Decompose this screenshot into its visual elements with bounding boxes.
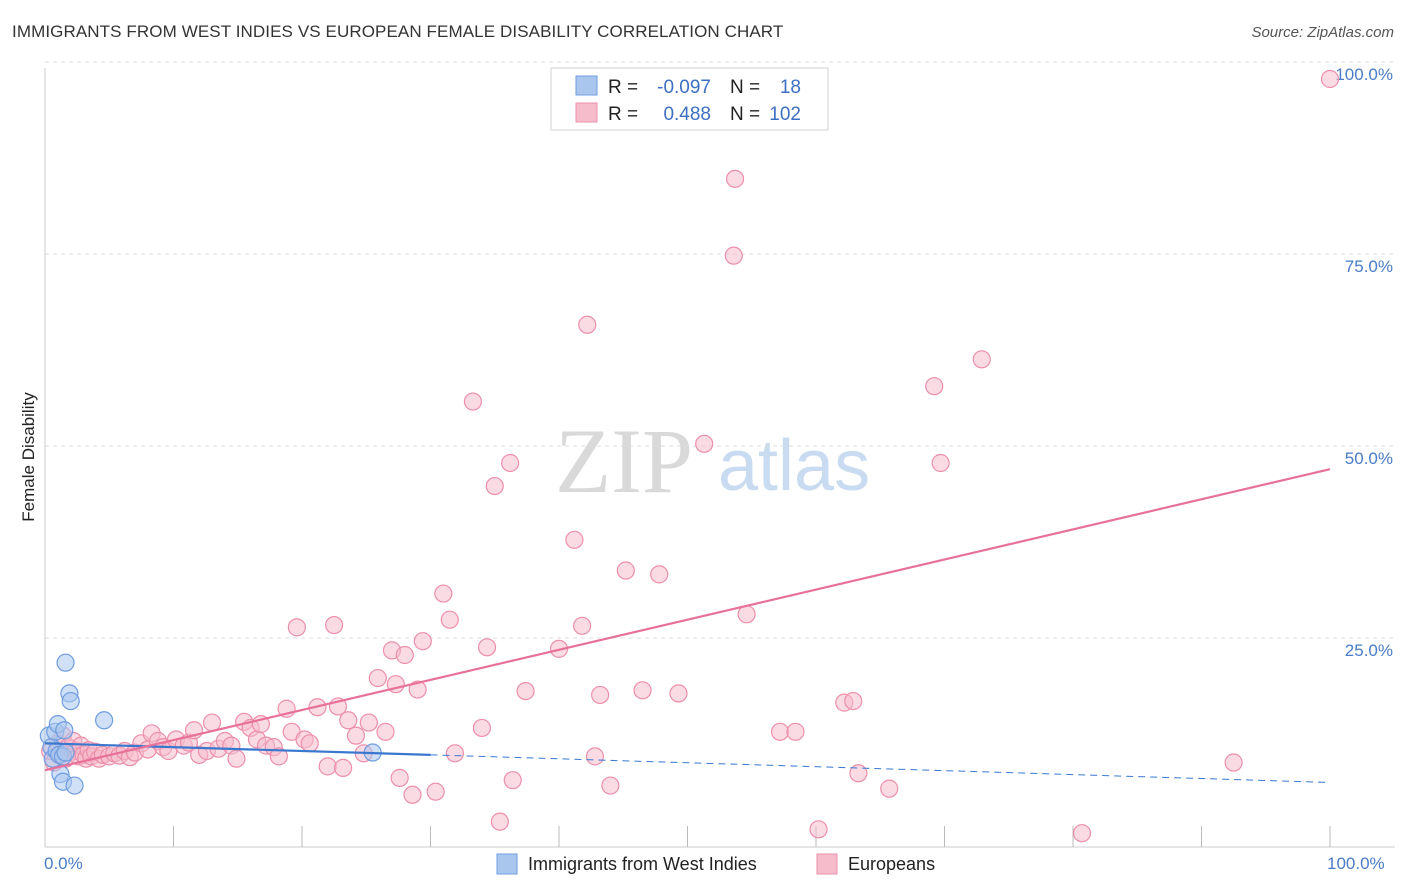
europeans-point-97: [724, 246, 743, 265]
europeans-point-108: [972, 350, 991, 369]
europeans-point-104: [849, 764, 868, 783]
x-ticks: [173, 826, 1331, 847]
europeans-point-68: [395, 645, 414, 665]
legend-n-value-1: 18: [780, 77, 801, 98]
europeans-point-80: [490, 812, 509, 831]
west-indies-trend-line: [44, 742, 431, 756]
legend-n-value-2: 102: [769, 104, 801, 125]
legend-r-label-2: R =: [608, 104, 638, 125]
europeans-point-91: [616, 561, 635, 580]
legend-n-label-1: N =: [730, 77, 760, 98]
y-tick-labels: 25.0% 50.0% 75.0% 100.0%: [1335, 65, 1393, 660]
west-indies-point-9: [55, 721, 74, 740]
europeans-point-78: [477, 638, 497, 657]
y-axis-title: Female Disability: [19, 392, 38, 522]
europeans-point-105: [880, 779, 899, 798]
west-indies-point-12: [56, 653, 75, 672]
europeans-point-103: [844, 691, 863, 711]
europeans-point-95: [695, 434, 714, 453]
axes: [44, 68, 1395, 848]
legend-r-value-2: 0.488: [663, 104, 711, 125]
europeans-point-88: [585, 747, 605, 766]
europeans-point-79: [485, 476, 504, 496]
europeans-point-37: [202, 713, 222, 732]
europeans-point-56: [325, 615, 344, 635]
europeans-point-100: [786, 722, 805, 741]
europeans-trend-line: [44, 468, 1331, 772]
europeans-point-55: [318, 757, 337, 776]
europeans-point-90: [601, 776, 620, 795]
west-indies-points: [39, 653, 382, 795]
y-tick-label-100: 100.0%: [1335, 65, 1393, 84]
europeans-point-48: [269, 747, 288, 766]
europeans-point-71: [413, 632, 432, 651]
europeans-point-73: [434, 584, 453, 603]
west-indies-point-15: [65, 776, 84, 795]
europeans-point-53: [300, 734, 319, 753]
y-tick-label-50: 50.0%: [1345, 449, 1393, 468]
europeans-point-60: [346, 726, 366, 745]
series-legend-swatch-europeans: [816, 853, 838, 875]
europeans-point-75: [445, 744, 465, 763]
y-tick-label-75: 75.0%: [1345, 257, 1393, 276]
europeans-point-111: [1320, 69, 1340, 89]
europeans-point-92: [633, 681, 652, 700]
europeans-point-101: [809, 820, 828, 839]
europeans-point-41: [227, 749, 246, 768]
legend-n-label-2: N =: [730, 104, 760, 125]
europeans-point-64: [376, 722, 395, 741]
west-indies-point-10: [56, 743, 75, 762]
series-legend: Immigrants from West Indies Europeans: [496, 853, 935, 875]
europeans-point-69: [403, 785, 422, 804]
series-legend-label-europeans: Europeans: [848, 854, 935, 874]
europeans-point-67: [390, 768, 409, 787]
y-tick-label-25: 25.0%: [1345, 641, 1393, 660]
europeans-point-72: [426, 782, 445, 801]
europeans-point-77: [472, 718, 491, 738]
gridlines: [45, 61, 1395, 639]
europeans-point-70: [408, 680, 427, 699]
west-indies-trend-extension: [430, 754, 1331, 783]
west-indies-point-16: [95, 711, 114, 730]
europeans-point-59: [339, 711, 358, 730]
series-legend-label-west-indies: Immigrants from West Indies: [528, 854, 757, 874]
watermark-zip: ZIP: [555, 410, 693, 512]
europeans-point-94: [669, 684, 688, 703]
europeans-point-99: [770, 722, 790, 741]
europeans-point-63: [368, 668, 387, 688]
legend-r-label-1: R =: [608, 77, 638, 98]
x-tick-label-max: 100.0%: [1327, 854, 1385, 873]
europeans-point-74: [440, 610, 459, 629]
europeans-point-110: [1224, 753, 1243, 772]
chart-title: IMMIGRANTS FROM WEST INDIES VS EUROPEAN …: [12, 22, 784, 41]
legend-r-value-1: -0.097: [657, 77, 711, 98]
legend-swatch-west-indies: [575, 75, 598, 96]
europeans-point-51: [287, 618, 306, 637]
europeans-point-86: [573, 616, 592, 635]
europeans-point-81: [501, 453, 520, 473]
europeans-point-87: [578, 315, 597, 334]
series-legend-swatch-west-indies: [496, 853, 518, 875]
europeans-point-89: [591, 685, 610, 705]
trend-lines: [44, 468, 1331, 783]
europeans-point-106: [925, 377, 944, 396]
x-tick-label-min: 0.0%: [44, 854, 83, 873]
europeans-point-62: [359, 713, 378, 732]
source-label: Source: ZipAtlas.com: [1251, 24, 1394, 41]
europeans-point-85: [565, 530, 584, 549]
legend-swatch-europeans: [575, 102, 598, 123]
europeans-point-82: [503, 771, 522, 790]
europeans-point-107: [931, 453, 950, 473]
watermark-atlas: atlas: [718, 426, 870, 506]
europeans-point-76: [463, 392, 483, 411]
correlation-legend: R = -0.097 N = 18 R = 0.488 N = 102: [550, 67, 829, 131]
europeans-point-58: [334, 758, 353, 777]
west-indies-point-14: [61, 691, 80, 711]
europeans-point-83: [516, 681, 535, 701]
europeans-point-96: [725, 169, 745, 188]
europeans-point-109: [1072, 824, 1092, 843]
europeans-point-93: [650, 565, 669, 584]
